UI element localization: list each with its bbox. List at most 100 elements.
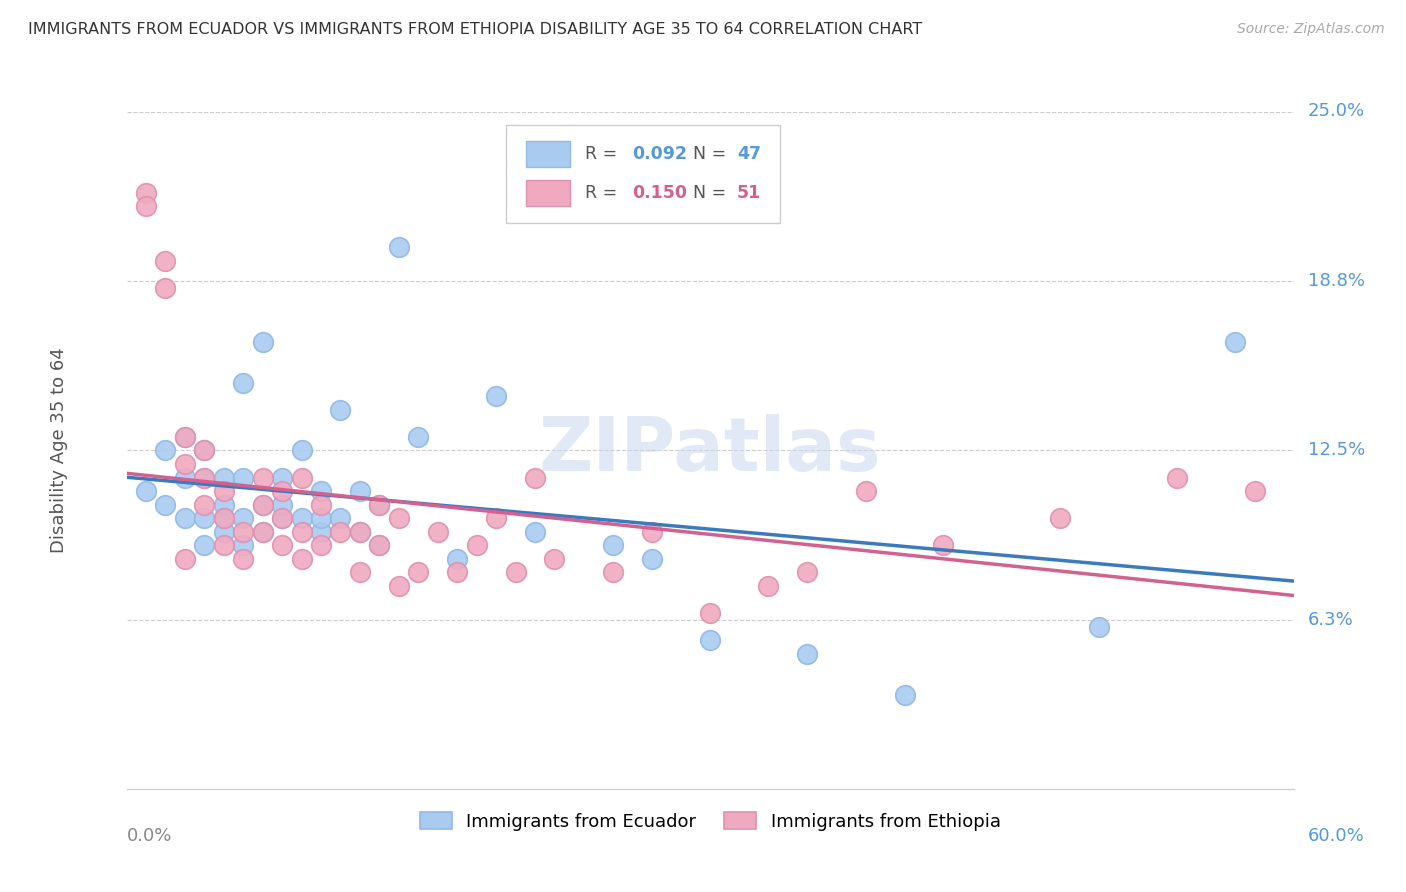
Point <box>135 484 157 499</box>
Point <box>602 538 624 552</box>
Point <box>505 566 527 580</box>
Point <box>232 538 254 552</box>
Point <box>212 511 235 525</box>
Point <box>193 538 215 552</box>
Text: 6.3%: 6.3% <box>1308 611 1353 629</box>
Point <box>271 511 294 525</box>
Text: N =: N = <box>693 184 731 202</box>
Point <box>523 524 546 539</box>
Point <box>252 334 274 349</box>
Point <box>252 524 274 539</box>
Point <box>212 470 235 484</box>
Point <box>212 484 235 499</box>
Point <box>290 470 312 484</box>
Text: 0.150: 0.150 <box>631 184 688 202</box>
Point <box>408 430 430 444</box>
Point <box>193 498 215 512</box>
Point <box>1223 334 1246 349</box>
Text: 25.0%: 25.0% <box>1308 103 1365 120</box>
Point <box>252 498 274 512</box>
Point <box>174 430 197 444</box>
Point <box>271 484 294 499</box>
Text: 51: 51 <box>737 184 761 202</box>
Text: Disability Age 35 to 64: Disability Age 35 to 64 <box>49 348 67 553</box>
Text: R =: R = <box>585 184 623 202</box>
Point <box>174 470 197 484</box>
FancyBboxPatch shape <box>526 141 569 167</box>
Point <box>271 511 294 525</box>
Point <box>329 511 352 525</box>
FancyBboxPatch shape <box>526 180 569 206</box>
Text: 47: 47 <box>737 145 761 163</box>
Point <box>232 524 254 539</box>
Point <box>1166 470 1188 484</box>
Point <box>349 524 371 539</box>
Point <box>329 402 352 417</box>
Point <box>232 552 254 566</box>
Point <box>602 566 624 580</box>
Point <box>388 579 411 593</box>
Point <box>426 524 449 539</box>
Point <box>329 524 352 539</box>
Text: N =: N = <box>693 145 731 163</box>
Point <box>368 538 391 552</box>
Point <box>290 552 312 566</box>
Point <box>212 524 235 539</box>
Point <box>1243 484 1265 499</box>
Point <box>271 470 294 484</box>
Point <box>523 470 546 484</box>
Point <box>155 443 177 458</box>
Point <box>855 484 877 499</box>
Point <box>212 511 235 525</box>
Point <box>232 511 254 525</box>
Point <box>796 647 818 661</box>
Text: Source: ZipAtlas.com: Source: ZipAtlas.com <box>1237 22 1385 37</box>
Point <box>368 538 391 552</box>
Text: 0.0%: 0.0% <box>127 827 172 845</box>
Point <box>388 240 411 254</box>
Point <box>408 566 430 580</box>
Point <box>893 688 915 702</box>
Point <box>1088 620 1111 634</box>
Text: 18.8%: 18.8% <box>1308 272 1365 290</box>
Point <box>1049 511 1071 525</box>
Point <box>290 511 312 525</box>
Point <box>155 253 177 268</box>
Point <box>155 498 177 512</box>
Point <box>193 470 215 484</box>
Point <box>252 498 274 512</box>
Point <box>232 376 254 390</box>
Point <box>290 443 312 458</box>
Point <box>349 484 371 499</box>
Point <box>290 524 312 539</box>
Point <box>543 552 565 566</box>
Point <box>135 199 157 213</box>
Point <box>174 552 197 566</box>
Point <box>388 511 411 525</box>
Point <box>309 484 332 499</box>
Point <box>174 511 197 525</box>
Point <box>446 552 468 566</box>
Text: 0.092: 0.092 <box>631 145 688 163</box>
Point <box>309 538 332 552</box>
Point <box>232 470 254 484</box>
Point <box>174 430 197 444</box>
Point <box>193 470 215 484</box>
Text: 12.5%: 12.5% <box>1308 442 1365 459</box>
Point <box>309 498 332 512</box>
Point <box>932 538 955 552</box>
Point <box>446 566 468 580</box>
Point <box>641 524 664 539</box>
Point <box>641 552 664 566</box>
Legend: Immigrants from Ecuador, Immigrants from Ethiopia: Immigrants from Ecuador, Immigrants from… <box>412 805 1008 838</box>
Point <box>349 524 371 539</box>
Text: 60.0%: 60.0% <box>1308 827 1364 845</box>
Point <box>699 606 721 620</box>
Text: ZIPatlas: ZIPatlas <box>538 414 882 487</box>
Point <box>193 443 215 458</box>
Point <box>193 443 215 458</box>
Point <box>174 457 197 471</box>
Point <box>368 498 391 512</box>
Text: IMMIGRANTS FROM ECUADOR VS IMMIGRANTS FROM ETHIOPIA DISABILITY AGE 35 TO 64 CORR: IMMIGRANTS FROM ECUADOR VS IMMIGRANTS FR… <box>28 22 922 37</box>
Point <box>135 186 157 200</box>
